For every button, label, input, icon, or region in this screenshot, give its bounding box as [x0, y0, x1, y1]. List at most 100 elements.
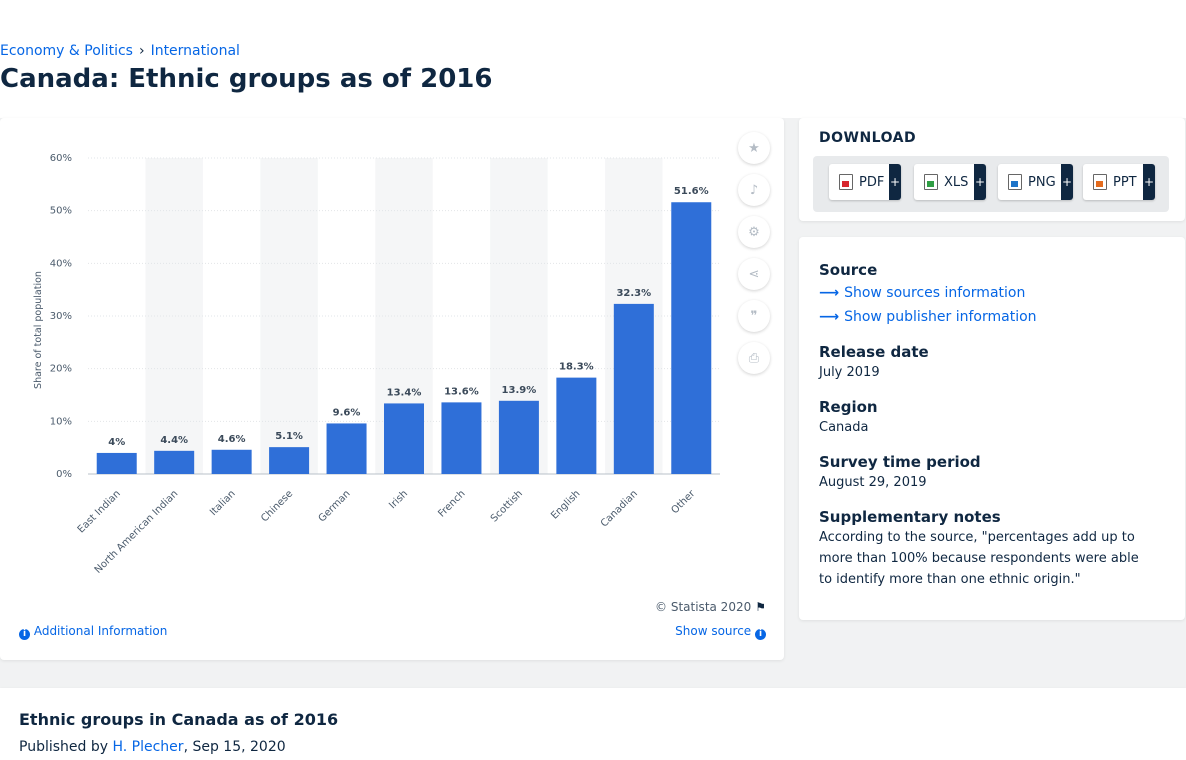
bar: [96, 452, 137, 474]
gear-icon: ⚙: [748, 224, 760, 240]
bar: [613, 303, 654, 474]
x-tick-label: French: [436, 488, 467, 519]
chart-card: 0% 10% 20% 30% 40% 50% 60% Share of total popul…: [0, 118, 784, 660]
png-file-icon: [1008, 174, 1022, 190]
download-png-label: PNG: [1028, 174, 1056, 190]
arrow-right-icon: ⟶: [819, 285, 840, 301]
download-png-button[interactable]: PNG +: [998, 164, 1073, 200]
survey-period-value: August 29, 2019: [819, 475, 927, 490]
data-label: 4.4%: [160, 435, 188, 446]
favorite-button[interactable]: ★: [738, 132, 770, 164]
download-xls-label: XLS: [944, 174, 969, 190]
x-tick-label: Irish: [387, 488, 410, 511]
bar: [211, 449, 252, 474]
x-tick-label: Italian: [208, 488, 238, 518]
download-ppt-button[interactable]: PPT +: [1083, 164, 1155, 200]
bar: [556, 377, 597, 474]
info-icon: i: [755, 629, 766, 640]
ppt-file-icon: [1093, 174, 1107, 190]
breadcrumb-item-international[interactable]: International: [150, 43, 240, 59]
y-tick-label: 30%: [50, 311, 72, 322]
notification-button[interactable]: ♪: [738, 174, 770, 206]
author-link[interactable]: H. Plecher: [112, 739, 184, 755]
share-icon: ⋖: [748, 266, 760, 282]
x-tick-label: East Indian: [76, 488, 123, 535]
show-source-label: Show source: [675, 624, 752, 638]
bar: [441, 402, 482, 474]
y-tick-label: 40%: [50, 258, 72, 269]
download-buttons: PDF + XLS + PNG + PPT +: [813, 156, 1169, 212]
show-sources-label: Show sources information: [844, 285, 1026, 301]
star-icon: ★: [748, 140, 760, 156]
show-source-link[interactable]: Show source i: [675, 624, 766, 640]
y-tick-label: 0%: [56, 469, 72, 480]
print-button[interactable]: ⎙: [738, 342, 770, 374]
pdf-file-icon: [839, 174, 853, 190]
plus-icon: +: [974, 164, 986, 200]
source-card: Source ⟶ Show sources information ⟶ Show p…: [799, 237, 1185, 620]
flag-icon[interactable]: ⚑: [755, 600, 766, 614]
data-label: 51.6%: [674, 186, 709, 197]
page-title: Canada: Ethnic groups as of 2016: [0, 64, 493, 94]
release-date-heading: Release date: [819, 343, 929, 361]
download-card: DOWNLOAD PDF + XLS + PNG + PPT +: [799, 118, 1185, 221]
x-tick-label: Chinese: [259, 488, 295, 524]
x-tick-label: English: [549, 488, 582, 521]
statistic-info-card: Ethnic groups in Canada as of 2016 Publi…: [0, 688, 1186, 760]
data-label: 5.1%: [275, 431, 303, 442]
chart-toolbar: ★ ♪ ⚙ ⋖ ❞ ⎙: [738, 132, 772, 384]
show-sources-link[interactable]: ⟶ Show sources information: [819, 285, 1025, 301]
bar-chart: 0% 10% 20% 30% 40% 50% 60% Share of total popul…: [33, 153, 720, 576]
y-axis-label: Share of total population: [33, 271, 44, 389]
data-label: 32.3%: [616, 288, 651, 299]
plus-icon: +: [1143, 164, 1155, 200]
data-label: 4.6%: [218, 434, 246, 445]
info-icon: i: [19, 629, 30, 640]
xls-file-icon: [924, 174, 938, 190]
breadcrumb: Economy & Politics › International: [0, 43, 240, 59]
bar: [326, 423, 367, 474]
release-date-value: July 2019: [819, 365, 880, 380]
download-title: DOWNLOAD: [819, 130, 917, 146]
bar: [498, 400, 539, 474]
cite-button[interactable]: ❞: [738, 300, 770, 332]
settings-button[interactable]: ⚙: [738, 216, 770, 248]
publish-date: , Sep 15, 2020: [183, 739, 286, 755]
download-xls-button[interactable]: XLS +: [914, 164, 986, 200]
region-value: Canada: [819, 420, 869, 435]
arrow-right-icon: ⟶: [819, 309, 840, 325]
share-button[interactable]: ⋖: [738, 258, 770, 290]
bar: [384, 403, 424, 474]
breadcrumb-item-economy[interactable]: Economy & Politics: [0, 43, 133, 59]
data-label: 13.4%: [387, 387, 422, 398]
source-heading: Source: [819, 261, 878, 279]
published-by-label: Published by: [19, 739, 109, 755]
y-tick-label: 20%: [50, 364, 72, 375]
region-heading: Region: [819, 398, 878, 416]
additional-information-link[interactable]: i Additional Information: [19, 624, 167, 640]
y-tick-label: 50%: [50, 206, 72, 217]
x-tick-label: Canadian: [599, 488, 640, 529]
plus-icon: +: [889, 164, 901, 200]
x-tick-label: Scottish: [489, 488, 525, 524]
data-label: 13.9%: [502, 385, 537, 396]
data-label: 9.6%: [333, 407, 361, 418]
download-ppt-label: PPT: [1113, 174, 1137, 190]
y-tick-label: 10%: [50, 416, 72, 427]
show-publisher-link[interactable]: ⟶ Show publisher information: [819, 309, 1037, 325]
statistic-title: Ethnic groups in Canada as of 2016: [19, 710, 339, 729]
data-label: 4%: [108, 437, 125, 448]
bar: [671, 202, 712, 474]
copyright-text: © Statista 2020: [655, 600, 752, 614]
data-label: 18.3%: [559, 362, 594, 373]
bar: [154, 450, 195, 474]
quote-icon: ❞: [750, 308, 758, 324]
print-icon: ⎙: [748, 350, 760, 366]
download-pdf-button[interactable]: PDF +: [829, 164, 901, 200]
copyright: © Statista 2020 ⚑: [655, 600, 766, 614]
bar: [269, 447, 310, 474]
show-publisher-label: Show publisher information: [844, 309, 1037, 325]
y-tick-label: 60%: [50, 153, 72, 164]
additional-information-label: Additional Information: [33, 624, 168, 638]
download-pdf-label: PDF: [859, 174, 885, 190]
